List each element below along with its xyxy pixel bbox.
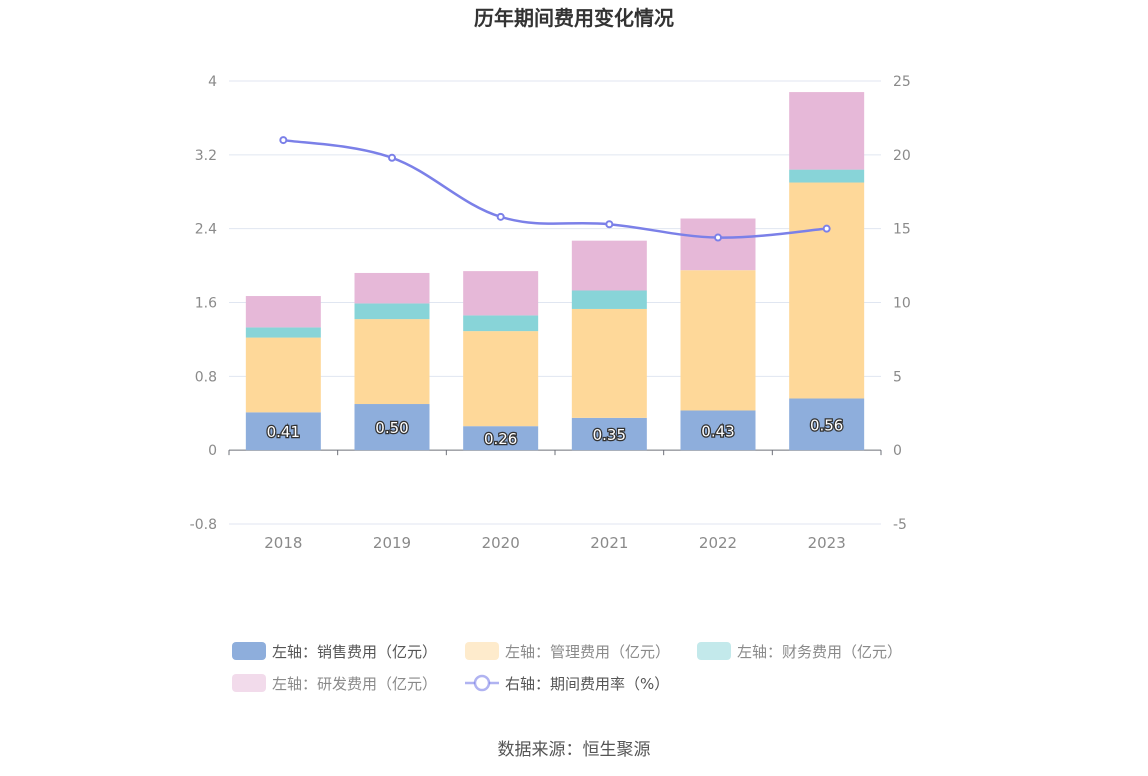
- legend-swatch: [697, 642, 731, 660]
- x-axis-label: 2018: [264, 534, 302, 552]
- line-point: [496, 212, 505, 221]
- x-axis-label: 2020: [482, 534, 520, 552]
- x-axis-label: 2021: [590, 534, 628, 552]
- bar-value-label: 0.35: [593, 426, 626, 444]
- right-axis-tick: 15: [893, 222, 911, 238]
- bar-segment: [354, 272, 430, 304]
- bar-value-label: 0.41: [267, 423, 300, 441]
- x-axis-label: 2022: [699, 534, 737, 552]
- bar-segment: [789, 182, 865, 399]
- legend-label: 左轴：销售费用（亿元）: [272, 643, 437, 661]
- chart-title: 历年期间费用变化情况: [474, 6, 674, 30]
- line-point: [605, 220, 614, 229]
- bars: [245, 92, 865, 451]
- legend-marker: [473, 674, 491, 692]
- grid: [229, 80, 881, 525]
- bar-segment: [245, 327, 321, 338]
- line-point: [822, 224, 831, 233]
- left-axis-tick: -0.8: [190, 517, 217, 533]
- data-labels: 0.41 0.50 0.26 0.35 0.43 0.56: [265, 415, 844, 449]
- left-axis-tick: 4: [208, 74, 217, 90]
- legend: 左轴：销售费用（亿元） 左轴：管理费用（亿元） 左轴：财务费用（亿元） 左轴：研发费用…: [232, 642, 902, 693]
- bar-segment: [245, 412, 321, 451]
- bar-segment: [789, 169, 865, 183]
- line-point: [388, 153, 396, 162]
- bar-segment: [463, 331, 539, 427]
- bar-value-label: 0.26: [484, 430, 517, 448]
- bar-value-label: 0.56: [810, 416, 843, 434]
- bar-segment: [245, 337, 321, 413]
- left-axis-tick: 0: [208, 443, 217, 459]
- bar-segment: [571, 240, 647, 291]
- bar-segment: [463, 315, 539, 332]
- bar-segment: [571, 290, 647, 309]
- bar-segment: [463, 271, 539, 316]
- line-point: [279, 136, 288, 145]
- legend-label: 左轴：财务费用（亿元）: [737, 643, 902, 661]
- right-axis-tick: -5: [893, 517, 907, 533]
- bar-segment: [789, 92, 865, 170]
- bar-segment: [571, 417, 647, 451]
- axes: -0.8 0 0.8 1.6 2.4 3.2 4 -5 0 5 10 15 20 25 2018 2019 20…: [190, 74, 911, 552]
- legend-swatch: [232, 642, 266, 660]
- bar-segment: [354, 404, 430, 451]
- bar-segment: [680, 270, 756, 411]
- right-axis-tick: 0: [893, 443, 902, 459]
- bar-value-label: 0.50: [375, 419, 408, 437]
- right-axis-tick: 25: [893, 74, 911, 90]
- bar-segment: [789, 398, 865, 451]
- left-axis-tick: 0.8: [195, 369, 217, 385]
- bar-segment: [245, 296, 321, 328]
- bar-segment: [354, 303, 430, 320]
- right-axis-tick: 10: [893, 296, 911, 312]
- source-note: 数据来源：恒生聚源: [498, 740, 651, 760]
- line-path: [283, 138, 827, 239]
- legend-swatch: [465, 642, 499, 660]
- legend-label: 左轴：研发费用（亿元）: [272, 675, 437, 693]
- bar-segment: [680, 410, 756, 451]
- legend-label: 右轴：期间费用率（%）: [505, 675, 669, 693]
- right-axis-tick: 5: [893, 369, 902, 385]
- x-axis-label: 2019: [373, 534, 411, 552]
- bar-value-label: 0.43: [701, 422, 734, 440]
- bar-segment: [463, 426, 539, 451]
- bar-segment: [571, 308, 647, 418]
- right-axis-tick: 20: [893, 148, 911, 164]
- legend-label: 左轴：管理费用（亿元）: [505, 643, 670, 661]
- legend-swatch: [232, 674, 266, 692]
- line-series: [279, 136, 831, 242]
- line-point: [714, 233, 722, 242]
- left-axis-tick: 2.4: [195, 222, 217, 238]
- x-axis-label: 2023: [808, 534, 846, 552]
- bar-segment: [680, 218, 756, 271]
- left-axis-tick: 1.6: [195, 296, 217, 312]
- bar-segment: [354, 319, 430, 405]
- left-axis-tick: 3.2: [195, 148, 217, 164]
